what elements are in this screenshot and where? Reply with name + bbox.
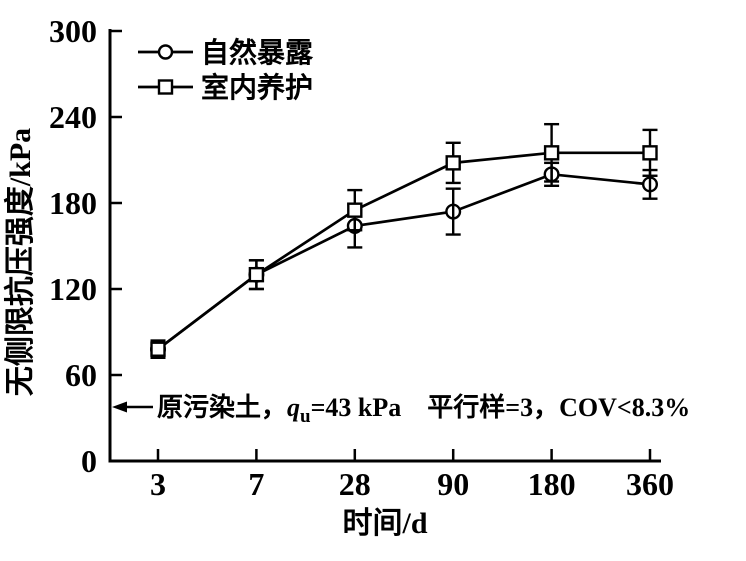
y-tick-label: 120 (49, 271, 97, 307)
legend-item-0: 自然暴露 (138, 36, 314, 69)
annotation-prefix: 原污染土， (157, 393, 287, 422)
annotation-variable: q (287, 393, 300, 422)
indoor-curing-marker (248, 266, 265, 283)
x-tick-label: 360 (626, 466, 674, 502)
y-tick-label: 60 (65, 357, 97, 393)
error-bar (445, 187, 461, 236)
indoor-curing-marker (347, 202, 363, 218)
series-line-0 (157, 172, 651, 351)
series-line-1 (157, 151, 650, 351)
legend-label: 自然暴露 (201, 36, 314, 69)
indoor-curing-marker (150, 341, 166, 357)
annotation-text: 原污染土，qu=43 kPa 平行样=3，COV<8.3% (157, 392, 690, 427)
indoor-curing-marker (445, 155, 461, 171)
legend-square-marker-icon (157, 79, 174, 95)
axes-frame (108, 29, 661, 463)
annotation-note: 平行样=3，COV<8.3% (427, 392, 690, 422)
x-axis-title: 时间/d (342, 507, 427, 540)
x-tick-label: 90 (437, 466, 469, 502)
x-tick-label: 28 (339, 466, 371, 502)
legend-circle-marker-icon (157, 44, 174, 60)
y-tick-label: 180 (49, 185, 97, 221)
indoor-curing-marker (543, 145, 560, 161)
x-tick-label: 3 (150, 466, 166, 502)
annotation-gap (401, 393, 427, 422)
x-tick-label: 7 (248, 466, 264, 502)
legend-item-1: 室内养护 (138, 71, 313, 104)
indoor-curing-marker (642, 145, 658, 161)
annotation: 原污染土，qu=43 kPa 平行样=3，COV<8.3% (112, 392, 690, 427)
annotation-value: =43 kPa (311, 393, 402, 422)
x-tick-label: 180 (528, 466, 576, 502)
y-tick-label: 240 (49, 99, 97, 135)
y-tick-label: 0 (81, 443, 97, 479)
annotation-subscript: u (300, 406, 311, 427)
legend-label: 室内养护 (201, 71, 313, 104)
y-axis-title: 无侧限抗压强度/kPa (3, 128, 37, 396)
annotation-arrow-icon (112, 401, 127, 413)
y-tick-label: 300 (49, 13, 97, 49)
